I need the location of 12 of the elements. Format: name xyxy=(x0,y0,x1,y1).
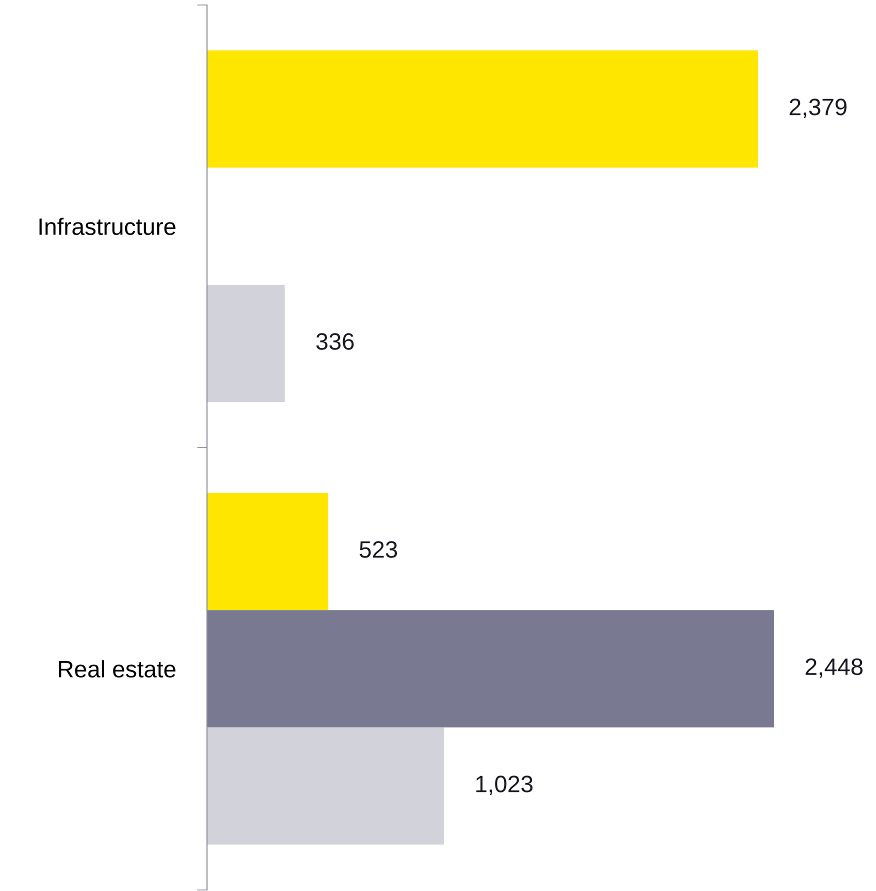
y-tick-label: Infrastructure xyxy=(40,218,176,236)
data-label: 2,448 xyxy=(806,658,863,678)
y-tick-label: Real estate xyxy=(58,660,176,678)
data-label: 1,023 xyxy=(476,776,533,796)
data-label: 336 xyxy=(316,333,354,350)
data-label: 523 xyxy=(360,541,398,558)
bar xyxy=(207,284,285,402)
bar xyxy=(207,50,758,168)
bar xyxy=(207,610,774,728)
bar xyxy=(207,492,328,610)
data-label: 2,379 xyxy=(790,98,846,118)
bar xyxy=(207,727,444,845)
